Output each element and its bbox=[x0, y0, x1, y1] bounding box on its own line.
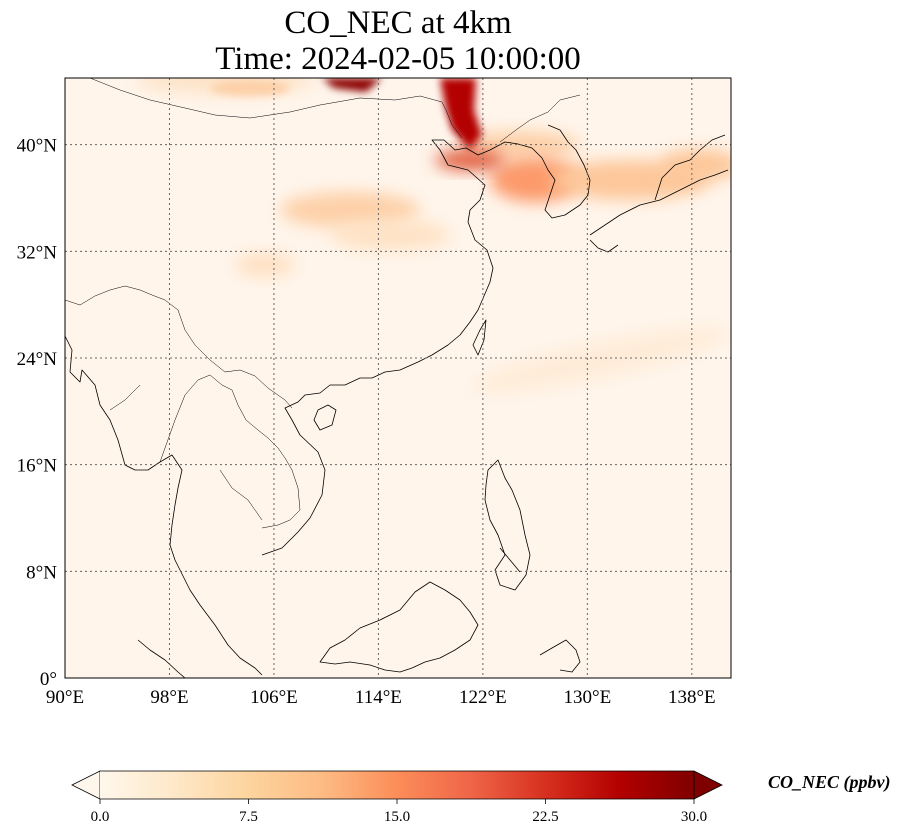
plume-central-china bbox=[280, 192, 420, 228]
lat-tick-label: 24°N bbox=[17, 349, 58, 370]
border-mongolia bbox=[89, 78, 443, 119]
plume-north-edge bbox=[210, 80, 290, 96]
lat-tick-label: 40°N bbox=[17, 136, 58, 157]
coast-philippines-islands bbox=[499, 547, 521, 573]
colorbar-label: CO_NEC (ppbv) bbox=[768, 772, 891, 793]
map-panel bbox=[65, 78, 731, 678]
coastlines bbox=[65, 124, 729, 678]
border-thailand-laos bbox=[159, 374, 301, 529]
plume-central-china-2 bbox=[330, 220, 450, 250]
colorbar: 0.0 7.5 15.0 22.5 30.0 CO_NEC (ppbv) bbox=[71, 770, 891, 825]
colorbar-tick-label: 0.0 bbox=[91, 809, 110, 825]
latitude-tick-labels: 0° 8°N 16°N 24°N 32°N 40°N bbox=[17, 136, 58, 690]
colorbar-ticks: 0.0 7.5 15.0 22.5 30.0 bbox=[91, 799, 707, 825]
lon-tick-label: 122°E bbox=[459, 687, 507, 708]
plume-inner-mongolia-core bbox=[322, 78, 382, 92]
plume-beijing-core bbox=[440, 78, 482, 150]
coast-taiwan bbox=[472, 319, 487, 356]
lon-tick-label: 90°E bbox=[46, 687, 84, 708]
plume-bohai bbox=[435, 150, 505, 170]
coast-sulawesi bbox=[539, 639, 581, 673]
lat-tick-label: 8°N bbox=[26, 562, 57, 583]
plume-sichuan bbox=[235, 253, 295, 277]
coast-philippines bbox=[484, 459, 531, 591]
lon-tick-label: 106°E bbox=[250, 687, 298, 708]
colorbar-tick-label: 22.5 bbox=[532, 809, 558, 825]
border-china-south bbox=[65, 285, 293, 409]
coast-myanmar-malaya bbox=[65, 335, 263, 676]
lon-tick-label: 114°E bbox=[355, 687, 402, 708]
coast-korea bbox=[531, 124, 591, 219]
coast-borneo bbox=[319, 581, 479, 673]
map-frame bbox=[64, 77, 732, 679]
co-concentration-field bbox=[135, 78, 731, 393]
coast-hainan bbox=[313, 404, 337, 431]
border-inner-mongolia bbox=[441, 101, 463, 139]
colorbar-extend-max bbox=[693, 770, 723, 800]
lon-tick-label: 138°E bbox=[668, 687, 716, 708]
border-myanmar bbox=[109, 384, 141, 411]
border-cambodia bbox=[219, 469, 263, 521]
lon-tick-label: 98°E bbox=[150, 687, 188, 708]
plume-korea-yellow-sea bbox=[490, 158, 580, 202]
lat-tick-label: 16°N bbox=[17, 456, 58, 477]
colorbar-tick-label: 7.5 bbox=[239, 809, 258, 825]
colorbar-tick-label: 30.0 bbox=[681, 809, 707, 825]
gridlines bbox=[65, 78, 731, 678]
colorbar-gradient bbox=[100, 771, 694, 799]
coast-sumatra bbox=[137, 639, 186, 678]
plume-pacific bbox=[472, 327, 728, 393]
plot-title: CO_NEC at 4km bbox=[284, 5, 512, 41]
longitude-tick-labels: 90°E 98°E 106°E 114°E 122°E 130°E 138°E bbox=[46, 687, 716, 708]
colorbar-tick-label: 15.0 bbox=[384, 809, 410, 825]
lat-tick-label: 0° bbox=[40, 669, 57, 690]
plume-japan bbox=[660, 149, 731, 181]
lat-tick-label: 32°N bbox=[17, 242, 58, 263]
lon-tick-label: 130°E bbox=[563, 687, 611, 708]
colorbar-extend-min bbox=[71, 770, 101, 800]
coast-japan-honshu bbox=[589, 169, 729, 236]
plot-subtitle-time: Time: 2024-02-05 10:00:00 bbox=[215, 41, 581, 77]
coast-kyushu bbox=[589, 239, 619, 253]
coast-china-mainland bbox=[261, 139, 533, 556]
country-borders bbox=[65, 78, 581, 529]
coast-japan-north bbox=[654, 134, 726, 201]
border-manchuria bbox=[499, 94, 581, 143]
